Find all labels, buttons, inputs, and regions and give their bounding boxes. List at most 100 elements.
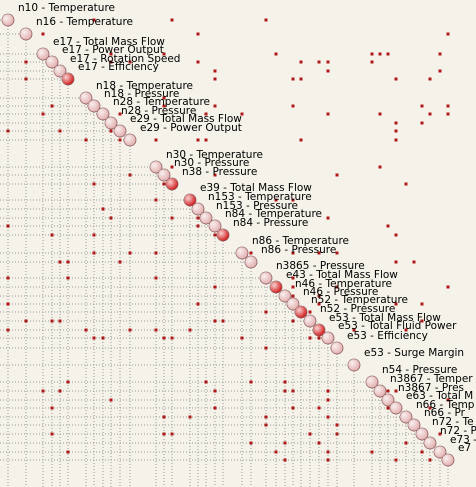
dependency-dot <box>291 294 295 298</box>
dependency-dot <box>109 52 113 56</box>
node-label: n52 - Temperature <box>311 294 408 306</box>
node-highlight <box>304 315 316 327</box>
node-label: n28 - Pressure <box>121 105 196 117</box>
dependency-dot <box>283 458 287 462</box>
dependency-dot <box>58 389 62 393</box>
dependency-dot <box>283 389 287 393</box>
dependency-dot <box>50 104 54 108</box>
node-highlight <box>279 290 291 302</box>
node-label: n86 - Temperature <box>252 235 349 247</box>
node-label: n86 - Pressure <box>261 244 336 256</box>
dependency-dot <box>394 121 398 125</box>
dependency-dot <box>66 380 70 384</box>
dependency-dot <box>404 182 408 186</box>
node-highlight <box>236 247 248 259</box>
dependency-dot <box>66 276 70 280</box>
dependency-dot <box>162 432 166 436</box>
dependency-dot <box>154 276 158 280</box>
dependency-dot <box>162 96 166 100</box>
dependency-dot <box>58 129 62 133</box>
node-label: n30 - Temperature <box>166 149 263 161</box>
dependency-dot <box>196 302 200 306</box>
dependency-dot <box>6 129 10 133</box>
dependency-dot <box>170 216 174 220</box>
dependency-dot <box>370 60 374 64</box>
dependency-dot <box>335 251 339 255</box>
dependency-dot <box>274 450 278 454</box>
dependency-dot <box>378 165 382 169</box>
node-label: n46 - Pressure <box>303 286 378 298</box>
node-label: e53 - Surge Margin <box>364 347 464 359</box>
dependency-dot <box>291 104 295 108</box>
dependency-dot <box>317 302 321 306</box>
dependency-dot <box>170 432 174 436</box>
dependency-dot <box>240 336 244 340</box>
dependency-dot <box>213 104 217 108</box>
node-highlight <box>54 65 66 77</box>
node-highlight <box>217 229 229 241</box>
dependency-dot <box>394 129 398 133</box>
node-label: n3867 - Pres <box>398 382 464 394</box>
dependency-dot <box>58 260 62 264</box>
node-label: n18 - Temperature <box>96 80 193 92</box>
dependency-dot <box>326 415 330 419</box>
node-label: e7 <box>458 442 471 454</box>
node-label: e73 - <box>450 434 476 446</box>
node-highlight <box>260 272 272 284</box>
dependency-dot <box>370 450 374 454</box>
dependency-dot <box>291 319 295 323</box>
dependency-dot <box>291 285 295 289</box>
dependency-dot <box>204 380 208 384</box>
dependency-dot <box>41 112 45 116</box>
dependency-dot <box>386 52 390 56</box>
dependency-dots <box>6 18 450 462</box>
node-label: n84 - Pressure <box>233 217 308 229</box>
dependency-dot <box>154 328 158 332</box>
node-label: n72 - P <box>440 425 476 437</box>
dependency-dot <box>394 302 398 306</box>
dependency-dot <box>92 336 96 340</box>
dependency-dot <box>335 173 339 177</box>
dependency-dot <box>101 336 105 340</box>
dependency-dot <box>428 406 432 410</box>
dependency-dot <box>213 389 217 393</box>
dependency-dot <box>128 60 132 64</box>
dependency-dot <box>394 233 398 237</box>
dependency-dot <box>378 52 382 56</box>
dependency-dot <box>6 224 10 228</box>
dependency-dot <box>291 276 295 280</box>
node-highlight <box>62 73 74 85</box>
dependency-dot <box>92 18 96 22</box>
node-highlight <box>270 281 282 293</box>
dependency-dot <box>204 112 208 116</box>
dependency-dot <box>240 112 244 116</box>
dependency-dot <box>386 389 390 393</box>
dependency-dot <box>249 441 253 445</box>
dependency-dot <box>188 328 192 332</box>
dependency-dot <box>213 77 217 81</box>
dependency-dot <box>162 182 166 186</box>
dependency-dot <box>154 138 158 142</box>
dependency-dot <box>221 319 225 323</box>
dependency-dot <box>291 406 295 410</box>
node-label: e39 - Total Mass Flow <box>200 182 312 194</box>
dependency-dot <box>196 138 200 142</box>
dependency-dot <box>291 389 295 393</box>
dependency-dot <box>196 32 200 36</box>
dependency-dot <box>213 69 217 73</box>
dependency-dot <box>335 423 339 427</box>
dependency-dot <box>101 207 105 211</box>
node-label: n10 - Temperature <box>18 2 115 14</box>
dependency-dot <box>213 406 217 410</box>
dependency-dot <box>274 198 278 202</box>
node-label: e53 - Total Mass Flow <box>329 312 441 324</box>
node-label: n54 - Pressure <box>382 364 457 376</box>
dependency-dot <box>66 450 70 454</box>
dependency-dot <box>299 138 303 142</box>
node-highlight <box>295 306 307 318</box>
dependency-dot <box>326 60 330 64</box>
node-highlight <box>150 161 162 173</box>
dependency-dot <box>386 406 390 410</box>
dependency-dot <box>264 18 268 22</box>
